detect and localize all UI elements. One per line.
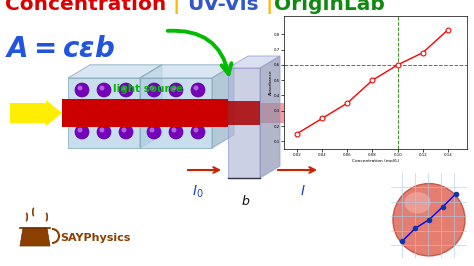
Circle shape bbox=[169, 125, 183, 139]
Polygon shape bbox=[68, 78, 140, 148]
Circle shape bbox=[75, 103, 89, 117]
Polygon shape bbox=[228, 101, 260, 125]
Circle shape bbox=[172, 127, 176, 132]
Circle shape bbox=[172, 85, 176, 90]
Polygon shape bbox=[62, 99, 228, 127]
Text: |: | bbox=[259, 0, 273, 14]
Y-axis label: Absorbance: Absorbance bbox=[269, 70, 273, 95]
Circle shape bbox=[169, 103, 183, 117]
Circle shape bbox=[100, 85, 104, 90]
Text: Concentration: Concentration bbox=[5, 0, 166, 14]
Circle shape bbox=[78, 127, 82, 132]
Circle shape bbox=[147, 83, 161, 97]
Circle shape bbox=[78, 106, 82, 110]
Text: SAYPhysics: SAYPhysics bbox=[60, 233, 130, 243]
Text: $\bfit{A=c\epsilon b}$: $\bfit{A=c\epsilon b}$ bbox=[5, 35, 115, 63]
Circle shape bbox=[191, 83, 205, 97]
Polygon shape bbox=[228, 56, 280, 68]
Circle shape bbox=[100, 106, 104, 110]
Polygon shape bbox=[140, 65, 162, 148]
Circle shape bbox=[121, 106, 127, 110]
Circle shape bbox=[191, 103, 205, 117]
Text: $I_0$: $I_0$ bbox=[192, 184, 204, 200]
X-axis label: Concentration (mol/L): Concentration (mol/L) bbox=[352, 159, 399, 163]
Circle shape bbox=[100, 127, 104, 132]
Circle shape bbox=[97, 83, 111, 97]
Polygon shape bbox=[140, 65, 234, 78]
Circle shape bbox=[193, 106, 199, 110]
Circle shape bbox=[78, 85, 82, 90]
Circle shape bbox=[119, 83, 133, 97]
Circle shape bbox=[193, 85, 199, 90]
Polygon shape bbox=[228, 68, 260, 178]
Circle shape bbox=[147, 103, 161, 117]
Circle shape bbox=[169, 83, 183, 97]
Circle shape bbox=[149, 127, 155, 132]
Text: UV-Vis: UV-Vis bbox=[188, 0, 259, 14]
Ellipse shape bbox=[393, 184, 465, 256]
Circle shape bbox=[75, 83, 89, 97]
Circle shape bbox=[119, 103, 133, 117]
Polygon shape bbox=[260, 56, 280, 178]
Circle shape bbox=[149, 106, 155, 110]
Circle shape bbox=[172, 106, 176, 110]
Text: |: | bbox=[166, 0, 188, 14]
Circle shape bbox=[97, 103, 111, 117]
FancyArrow shape bbox=[212, 104, 232, 122]
Circle shape bbox=[191, 125, 205, 139]
Text: OriginLab: OriginLab bbox=[273, 0, 384, 14]
Text: $b$: $b$ bbox=[241, 194, 251, 208]
Text: detector: detector bbox=[370, 94, 427, 107]
Ellipse shape bbox=[404, 192, 431, 213]
Polygon shape bbox=[212, 65, 234, 148]
Polygon shape bbox=[68, 65, 162, 78]
Circle shape bbox=[121, 127, 127, 132]
Circle shape bbox=[75, 125, 89, 139]
Circle shape bbox=[121, 85, 127, 90]
Text: light source: light source bbox=[113, 84, 183, 94]
Polygon shape bbox=[140, 78, 212, 148]
Polygon shape bbox=[260, 103, 340, 123]
Polygon shape bbox=[20, 228, 50, 246]
Circle shape bbox=[97, 125, 111, 139]
FancyArrow shape bbox=[10, 100, 62, 126]
Circle shape bbox=[119, 125, 133, 139]
Text: $I$: $I$ bbox=[300, 184, 306, 198]
Circle shape bbox=[193, 127, 199, 132]
Circle shape bbox=[149, 85, 155, 90]
Circle shape bbox=[147, 125, 161, 139]
